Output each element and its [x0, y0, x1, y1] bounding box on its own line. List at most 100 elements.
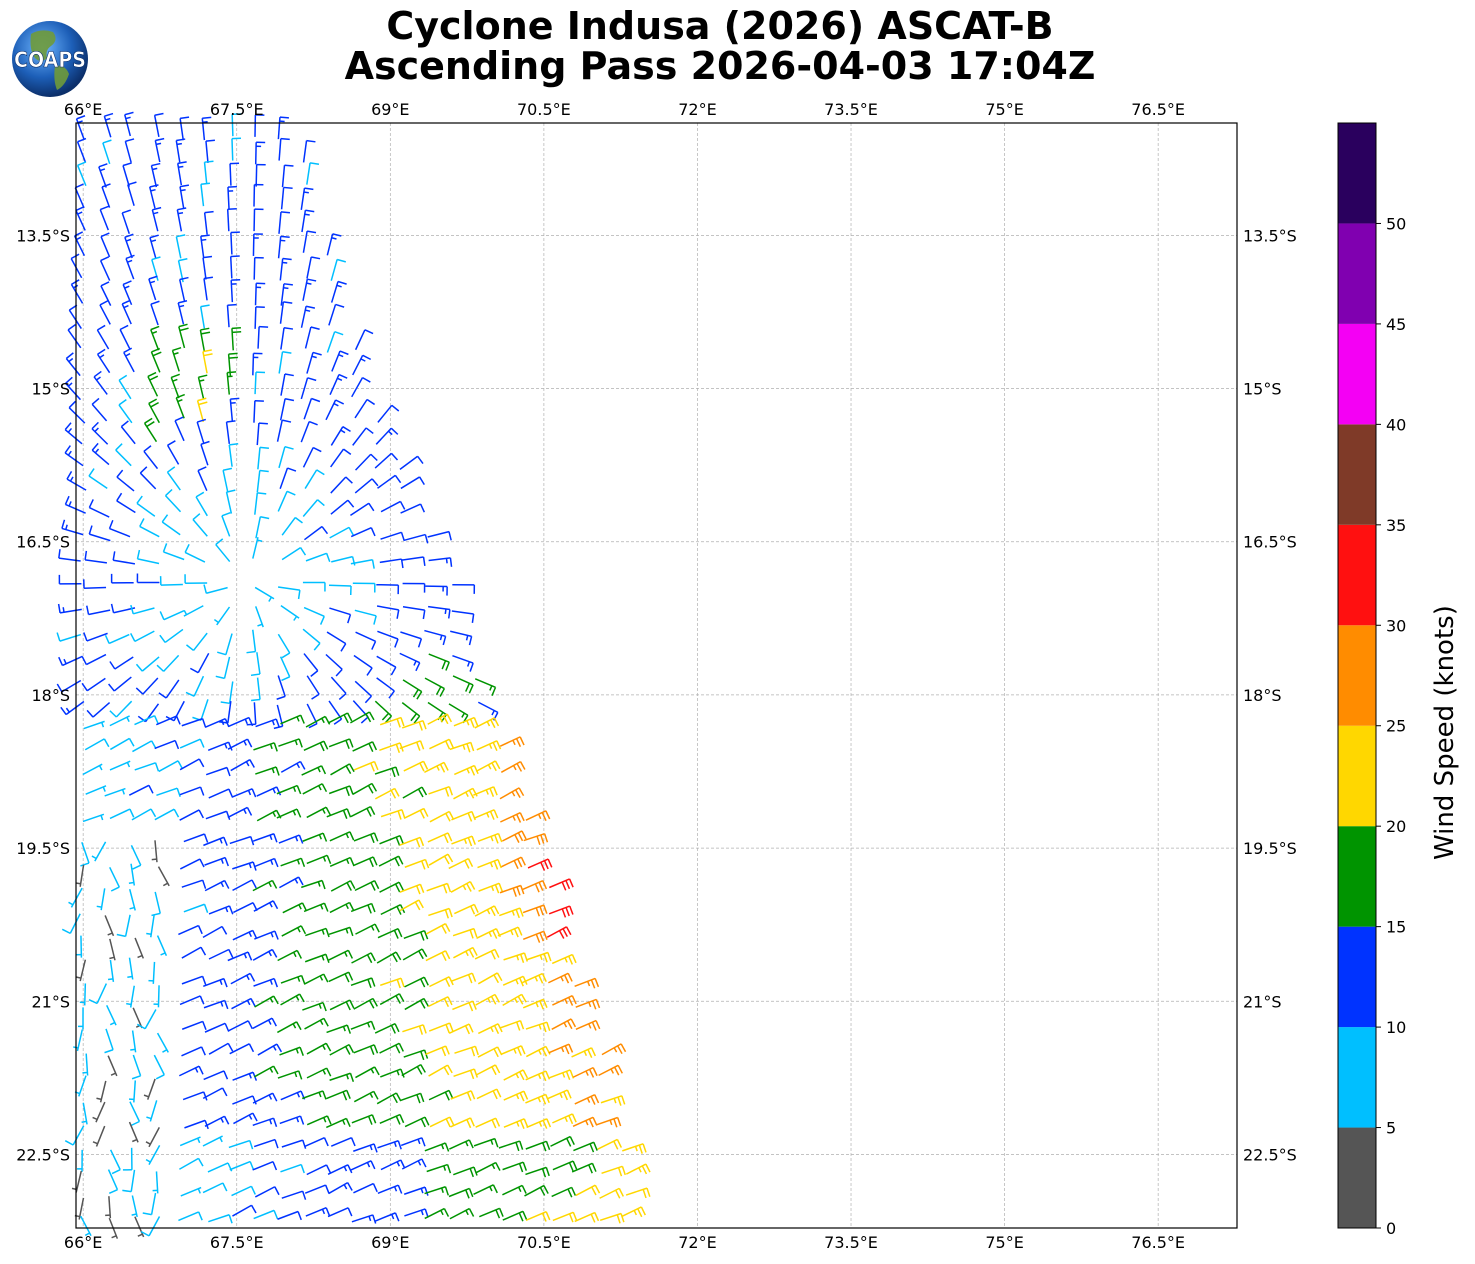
barb-staff [153, 115, 160, 137]
barb-feather [173, 808, 180, 818]
colorbar-bin [1338, 424, 1376, 525]
barb-feather [147, 371, 157, 378]
barb-feather-half [67, 427, 73, 433]
barb-staff [306, 703, 318, 724]
barb-feather-half [512, 765, 517, 771]
wind-barb [257, 325, 269, 349]
wind-barb [205, 810, 231, 820]
colorbar-tick-label: 10 [1386, 1018, 1406, 1037]
wind-barb [401, 556, 426, 566]
colorbar-tick-label: 30 [1386, 616, 1406, 635]
continent-shape [30, 30, 56, 61]
wind-barb [83, 720, 105, 730]
barb-feather [345, 476, 353, 484]
wind-barb [201, 116, 212, 141]
barb-feather-half [126, 716, 130, 723]
wind-barb [379, 558, 404, 569]
barb-feather [422, 760, 429, 770]
barb-staff [115, 700, 133, 718]
barb-feather [373, 761, 379, 771]
barb-staff [399, 455, 419, 470]
barb-feather [287, 467, 297, 472]
wind-barb [227, 806, 253, 819]
barb-feather [400, 532, 406, 542]
barb-staff [351, 377, 364, 398]
barb-staff [192, 632, 208, 651]
continent-shape [54, 65, 69, 90]
wind-barb [302, 139, 316, 163]
barb-feather-half [173, 352, 179, 355]
barb-feather [204, 160, 214, 163]
barb-feather-half [179, 304, 185, 308]
barb-feather [373, 615, 377, 625]
wind-barb [119, 324, 131, 350]
barb-staff [277, 586, 300, 591]
barb-staff [163, 654, 180, 672]
barb-staff [330, 676, 347, 695]
barb-staff [67, 329, 82, 349]
wind-barb [452, 675, 474, 694]
barb-feather [123, 347, 133, 354]
wind-barb [149, 184, 159, 209]
wind-barb [58, 655, 83, 667]
barb-feather [390, 666, 397, 676]
barb-staff [279, 258, 284, 281]
barb-feather [203, 276, 214, 280]
wind-barb [158, 679, 180, 699]
wind-barb [402, 582, 426, 593]
chart-title: Cyclone Indusa (2026) ASCAT-B Ascending … [0, 6, 1440, 86]
barb-feather [260, 515, 270, 520]
wind-barb [326, 331, 344, 353]
wind-barb [184, 574, 208, 585]
barb-feather [371, 783, 378, 792]
barb-staff [280, 187, 285, 210]
barb-feather [360, 716, 369, 724]
wind-barb [253, 208, 264, 232]
wind-barb [303, 397, 321, 420]
barb-feather [283, 327, 294, 330]
wind-barb [278, 738, 303, 748]
barb-staff [203, 278, 208, 301]
barb-feather [370, 527, 376, 537]
barb-staff [165, 679, 180, 699]
barb-feather [368, 743, 374, 752]
barb-feather [164, 488, 173, 497]
wind-barb [306, 703, 318, 729]
barb-staff [207, 741, 229, 752]
barb-feather-half [150, 188, 156, 192]
barb-staff [88, 609, 111, 616]
barb-feather-half [487, 764, 492, 770]
wind-barb [150, 325, 160, 351]
barb-staff [252, 353, 255, 376]
barb-feather [139, 518, 145, 527]
barb-feather-half [338, 354, 344, 358]
barb-staff [254, 372, 257, 395]
wind-barb [303, 653, 319, 677]
wind-barb [174, 416, 185, 442]
barb-feather [172, 346, 182, 352]
barb-feather [338, 373, 348, 379]
barb-staff [353, 760, 375, 771]
logo-text: COAPS [14, 48, 86, 72]
barb-feather [515, 738, 522, 748]
barb-staff [148, 403, 160, 424]
barb-feather [64, 495, 70, 505]
barb-feather [284, 164, 294, 167]
wind-barb [150, 162, 161, 188]
coaps-logo: COAPS [12, 21, 88, 97]
barb-staff [326, 631, 347, 645]
barb-feather [493, 786, 498, 796]
wind-barb [354, 329, 374, 351]
barb-feather [196, 418, 207, 423]
barb-staff [306, 162, 311, 185]
wind-barb [207, 741, 233, 752]
wind-barb [328, 785, 354, 797]
barb-feather-half [445, 558, 448, 564]
barb-feather [273, 725, 283, 730]
barb-feather [417, 638, 423, 648]
barb-staff [499, 787, 520, 800]
wind-barb [118, 374, 132, 400]
wind-barb [91, 442, 110, 466]
barb-feather [226, 489, 236, 493]
barb-feather [443, 762, 449, 771]
